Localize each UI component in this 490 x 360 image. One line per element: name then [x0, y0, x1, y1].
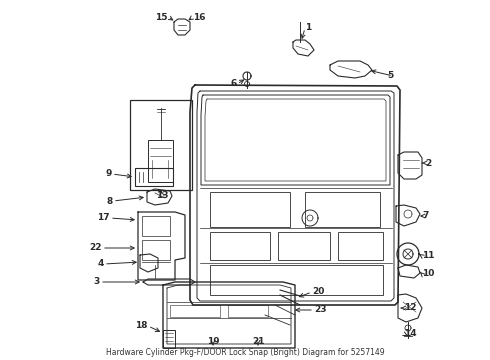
Bar — [130, 100, 192, 190]
Bar — [210, 265, 383, 295]
Text: 4: 4 — [98, 260, 104, 269]
Text: 19: 19 — [207, 338, 220, 346]
Text: 5: 5 — [387, 72, 393, 81]
Text: Hardware Cylinder Pkg-F/DOOR Lock Snap (Bright) Diagram for 5257149: Hardware Cylinder Pkg-F/DOOR Lock Snap (… — [106, 348, 384, 357]
Bar — [278, 232, 330, 260]
Bar — [163, 330, 175, 348]
Bar — [210, 232, 270, 260]
Text: 12: 12 — [404, 303, 416, 312]
Text: 9: 9 — [106, 170, 112, 179]
Text: 16: 16 — [193, 13, 205, 22]
Text: 22: 22 — [90, 243, 102, 252]
Bar — [305, 192, 380, 227]
Bar — [142, 216, 170, 236]
Bar — [142, 240, 170, 260]
Text: 11: 11 — [422, 252, 435, 261]
Text: 15: 15 — [155, 13, 168, 22]
Text: 3: 3 — [94, 278, 100, 287]
Text: 8: 8 — [107, 197, 113, 206]
Text: 21: 21 — [252, 338, 264, 346]
Bar — [148, 140, 173, 182]
Text: 17: 17 — [98, 213, 110, 222]
Bar — [135, 168, 173, 186]
Text: 2: 2 — [425, 158, 431, 167]
Text: 20: 20 — [312, 288, 324, 297]
Bar — [170, 305, 220, 317]
Text: 6: 6 — [231, 80, 237, 89]
Text: 13: 13 — [156, 190, 168, 199]
Text: 7: 7 — [422, 211, 428, 220]
Text: 10: 10 — [422, 270, 434, 279]
Text: 18: 18 — [136, 321, 148, 330]
Bar — [210, 192, 290, 227]
Bar — [228, 305, 268, 317]
Text: 23: 23 — [314, 306, 326, 315]
Bar — [338, 232, 383, 260]
Text: 1: 1 — [305, 23, 311, 32]
Text: 14: 14 — [404, 329, 416, 338]
